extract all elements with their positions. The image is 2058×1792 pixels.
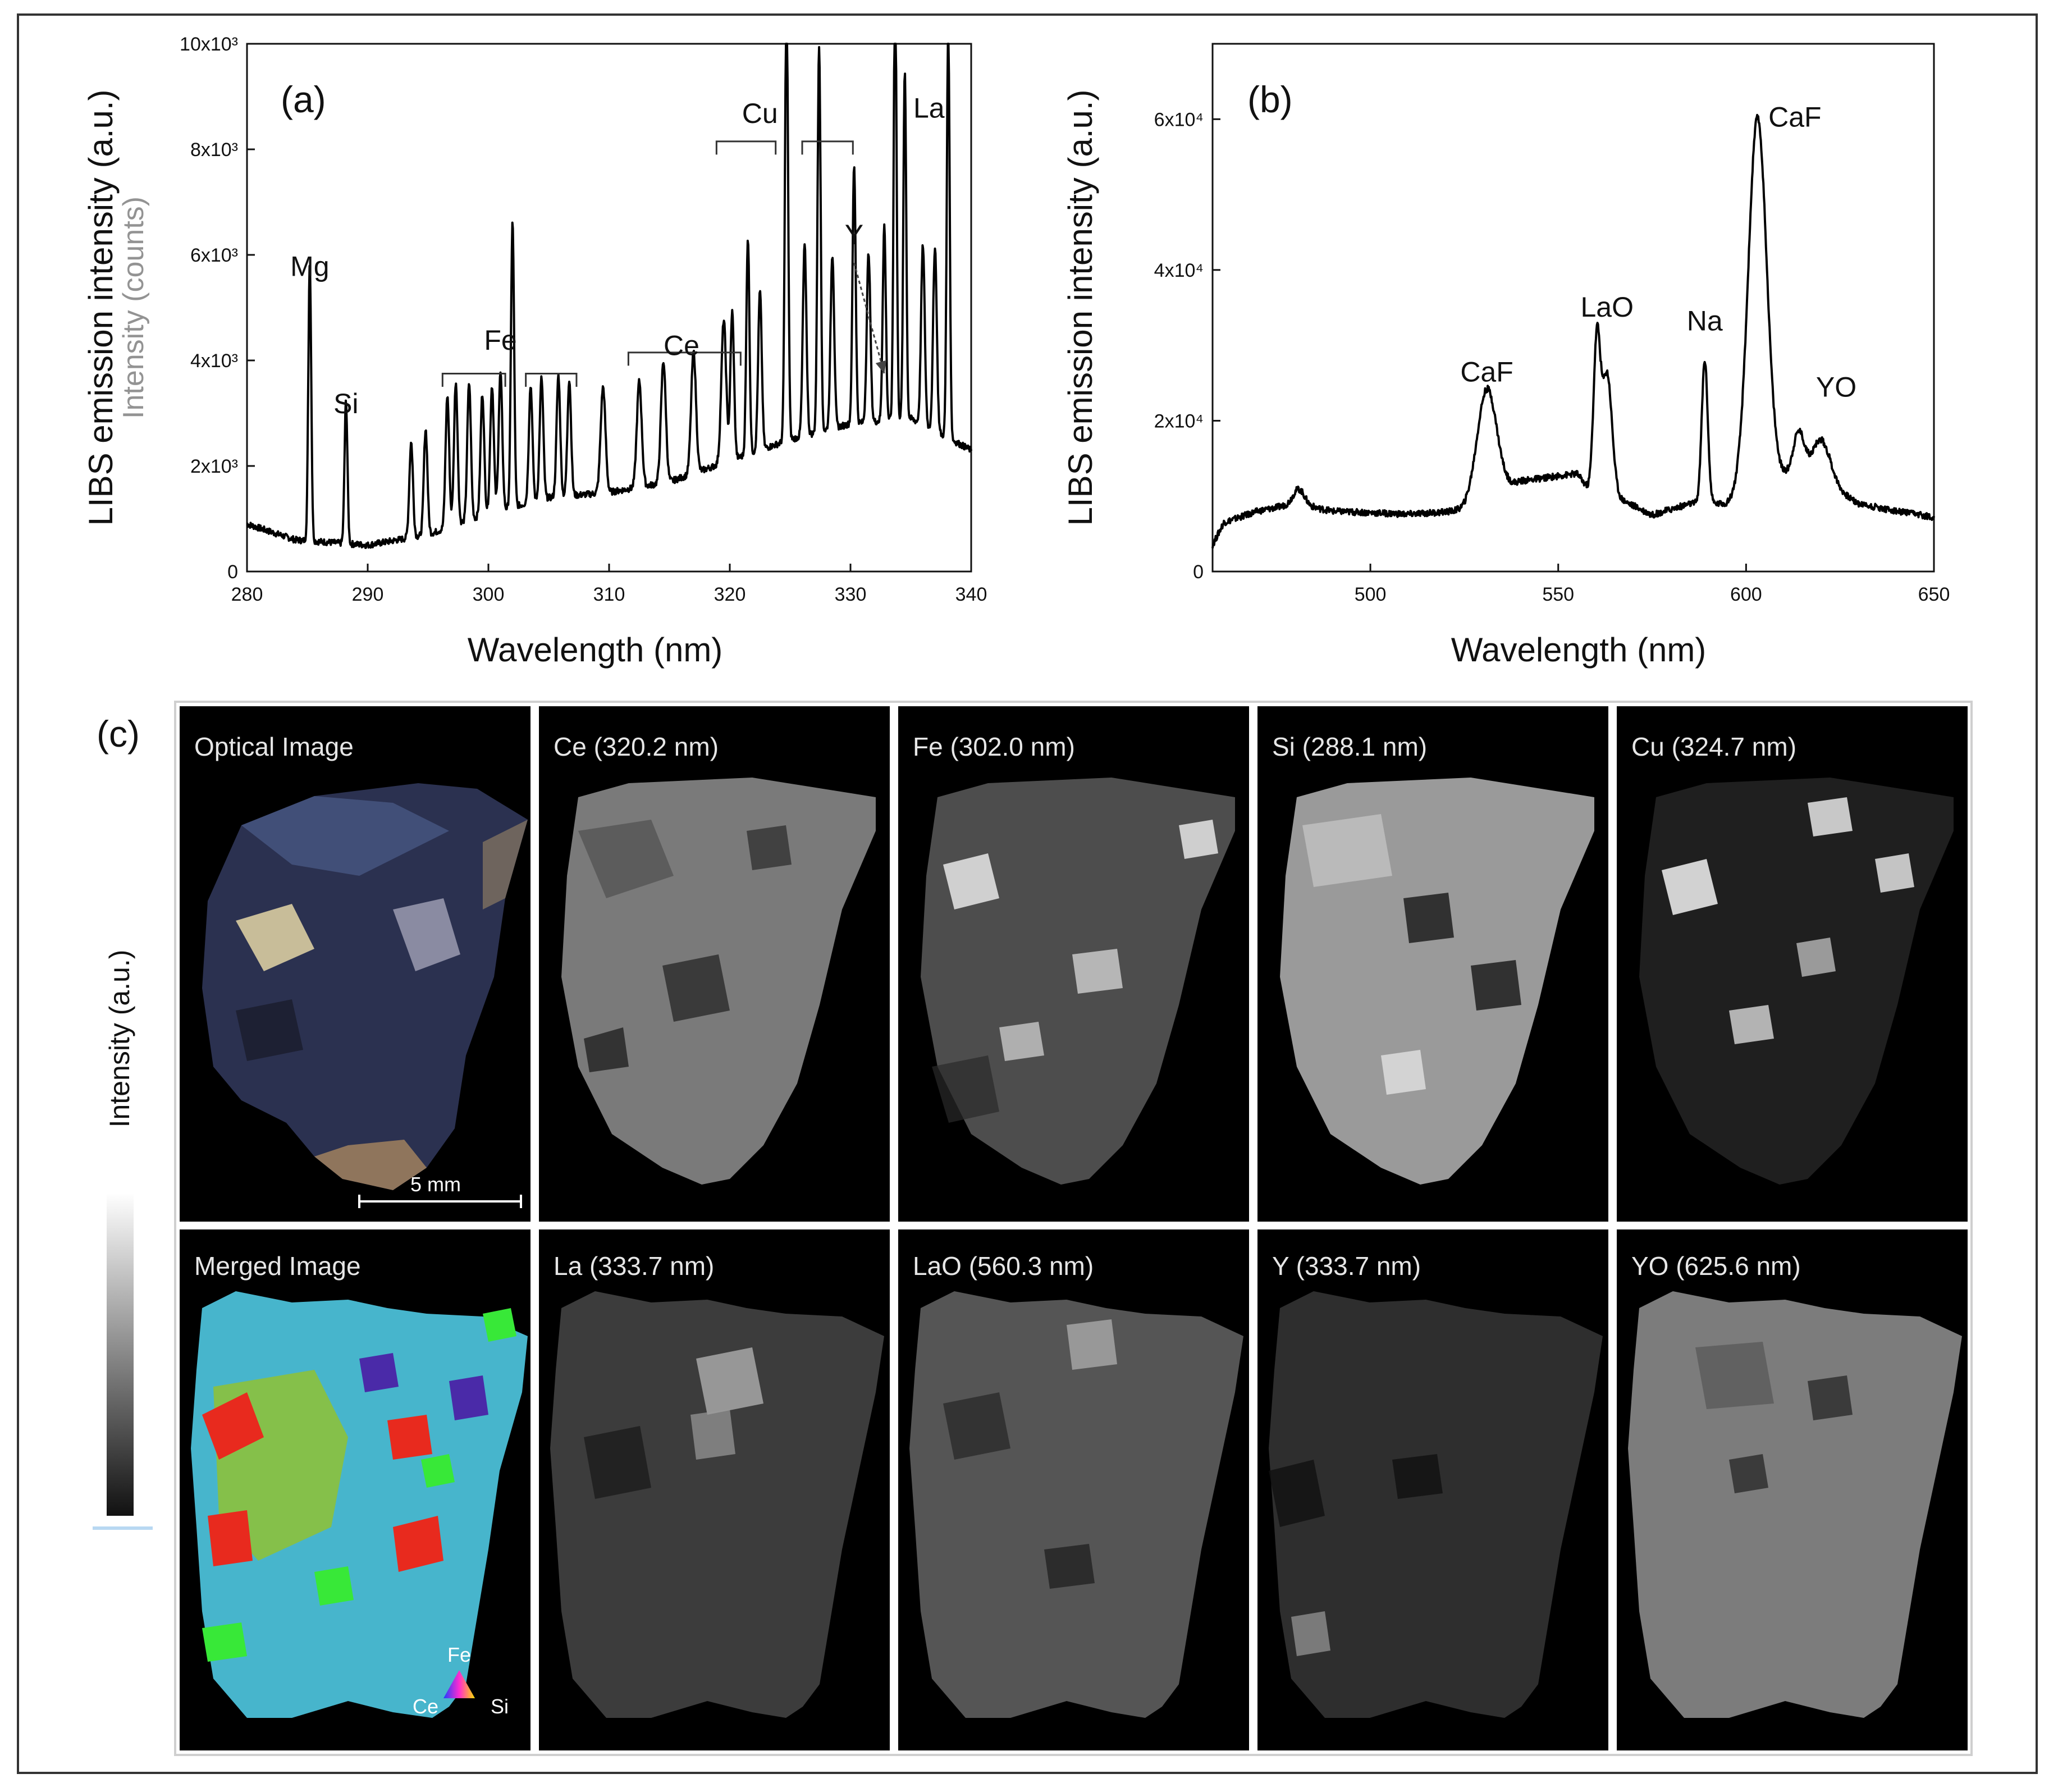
peak-bracket [801,140,854,155]
x-tick-label: 320 [714,584,746,605]
y-tick-label: 0 [227,561,238,583]
chart-a-x-label: Wavelength (nm) [468,631,723,669]
chart-a-y-arrow [853,262,885,374]
tile-title-fe: Fe (302.0 nm) [913,732,1075,761]
elemental-map-grid: Optical Image 5 mm Ce (320.2 nm) Fe (302… [174,701,1973,1756]
chart-b-y-label: LIBS emission intensity (a.u.) [1062,90,1099,526]
x-tick-label: 290 [352,584,384,605]
tile-lao-map: LaO (560.3 nm) [898,1229,1249,1750]
panel-label-c: (c) [97,713,140,755]
peak-label: YO [1816,371,1856,403]
x-tick-label: 550 [1542,584,1574,605]
panel-label-b: (b) [1247,79,1293,120]
y-tick-label: 0 [1193,561,1204,583]
rgb-key-si: Si [491,1695,509,1718]
y-tick-label: 10x10³ [180,34,238,55]
peak-label: CaF [1460,356,1513,388]
chart-a-y-label: LIBS emission intensity (a.u.) [82,90,120,526]
chart-a-y-arrowhead [875,360,887,374]
x-tick-label: 300 [473,584,505,605]
peak-label: CaF [1768,102,1821,133]
y-tick-label: 2x10³ [190,456,238,477]
rgb-key-fe: Fe [447,1643,471,1666]
chart-a-brackets [441,140,854,387]
tile-la-map: La (333.7 nm) [539,1229,890,1750]
chart-a-plot-frame [246,43,972,573]
rgb-key: Fe Ce Si [413,1643,509,1718]
peak-bracket [441,373,506,387]
peak-bracket [525,373,578,387]
tile-title-cu: Cu (324.7 nm) [1631,732,1796,761]
peak-label: Fe [484,324,516,356]
figure-border [17,13,2038,1774]
tile-title-optical: Optical Image [194,732,354,761]
x-tick-label: 330 [835,584,867,605]
y-tick-label: 8x10³ [190,139,238,161]
peak-label: Si [333,388,358,419]
y-tick-label: 6x10⁴ [1154,109,1204,130]
x-tick-label: 280 [231,584,263,605]
chart-b-plot-frame [1211,43,1935,573]
peak-label: Cu [742,98,778,129]
chart-a-annotations: Mg Si Fe Ce Cu La Y [290,93,945,419]
scale-bar-label: 5 mm [410,1173,461,1196]
intensity-colorbar: Intensity (a.u.) [93,950,153,1530]
tile-title-merged: Merged Image [194,1251,361,1281]
peak-label: Na [1687,305,1723,336]
rgb-key-ce: Ce [413,1695,438,1718]
peak-label: La [913,93,945,124]
y-tick-label: 4x10³ [190,350,238,372]
tile-y-map: Y (333.7 nm) [1257,1229,1608,1750]
x-tick-label: 310 [593,584,625,605]
y-tick-label: 6x10³ [190,245,238,266]
tile-title-y: Y (333.7 nm) [1272,1251,1421,1281]
colorbar-gradient [107,1193,134,1516]
x-tick-label: 500 [1355,584,1387,605]
y-tick-label: 4x10⁴ [1154,260,1204,281]
tile-fe-map: Fe (302.0 nm) [898,706,1249,1222]
panel-label-a: (a) [281,79,326,120]
chart-b-x-label: Wavelength (nm) [1451,631,1707,669]
peak-bracket [715,140,777,155]
peak-label: LaO [1580,291,1634,323]
peak-label: Ce [664,330,699,362]
chart-a-x-ticks: 280 290 300 310 320 330 340 [231,564,987,605]
tile-title-la: La (333.7 nm) [554,1251,714,1281]
tile-merged: Merged Image Fe Ce Si [180,1229,530,1750]
peak-label: Y [845,219,863,250]
chart-a-y-label-ghost: Intensity (counts) [117,196,150,419]
chart-a: 280 290 300 310 320 330 340 0 2x10³ 4x10³ 6x10³ 8x… [82,34,987,669]
tile-grid-border [174,701,1973,1756]
x-tick-label: 340 [955,584,987,605]
rgb-key-triangle [443,1670,475,1698]
chart-a-y-ticks: 0 2x10³ 4x10³ 6x10³ 8x10³ 10x10³ [180,34,255,583]
tile-title-yo: YO (625.6 nm) [1631,1251,1801,1281]
tile-title-ce: Ce (320.2 nm) [554,732,719,761]
tile-cu-map: Cu (324.7 nm) [1617,706,1968,1222]
x-tick-label: 600 [1730,584,1762,605]
chart-b-x-ticks: 500 550 600 650 [1355,564,1950,605]
colorbar-label: Intensity (a.u.) [104,950,135,1128]
x-tick-label: 650 [1918,584,1950,605]
chart-b-y-ticks: 0 2x10⁴ 4x10⁴ 6x10⁴ [1154,109,1220,583]
tile-yo-map: YO (625.6 nm) [1617,1229,1968,1750]
chart-b-annotations: CaF LaO Na CaF YO [1460,102,1856,403]
chart-a-spectrum-line [246,43,972,549]
chart-b-spectrum-line [1211,113,1935,548]
tile-si-map: Si (288.1 nm) [1257,706,1608,1222]
peak-label: Mg [290,251,329,282]
peak-bracket [627,351,742,366]
tile-title-si: Si (288.1 nm) [1272,732,1427,761]
tile-optical: Optical Image 5 mm [180,706,530,1222]
tile-title-lao: LaO (560.3 nm) [913,1251,1094,1281]
tile-ce-map: Ce (320.2 nm) [539,706,890,1222]
y-tick-label: 2x10⁴ [1154,410,1204,432]
